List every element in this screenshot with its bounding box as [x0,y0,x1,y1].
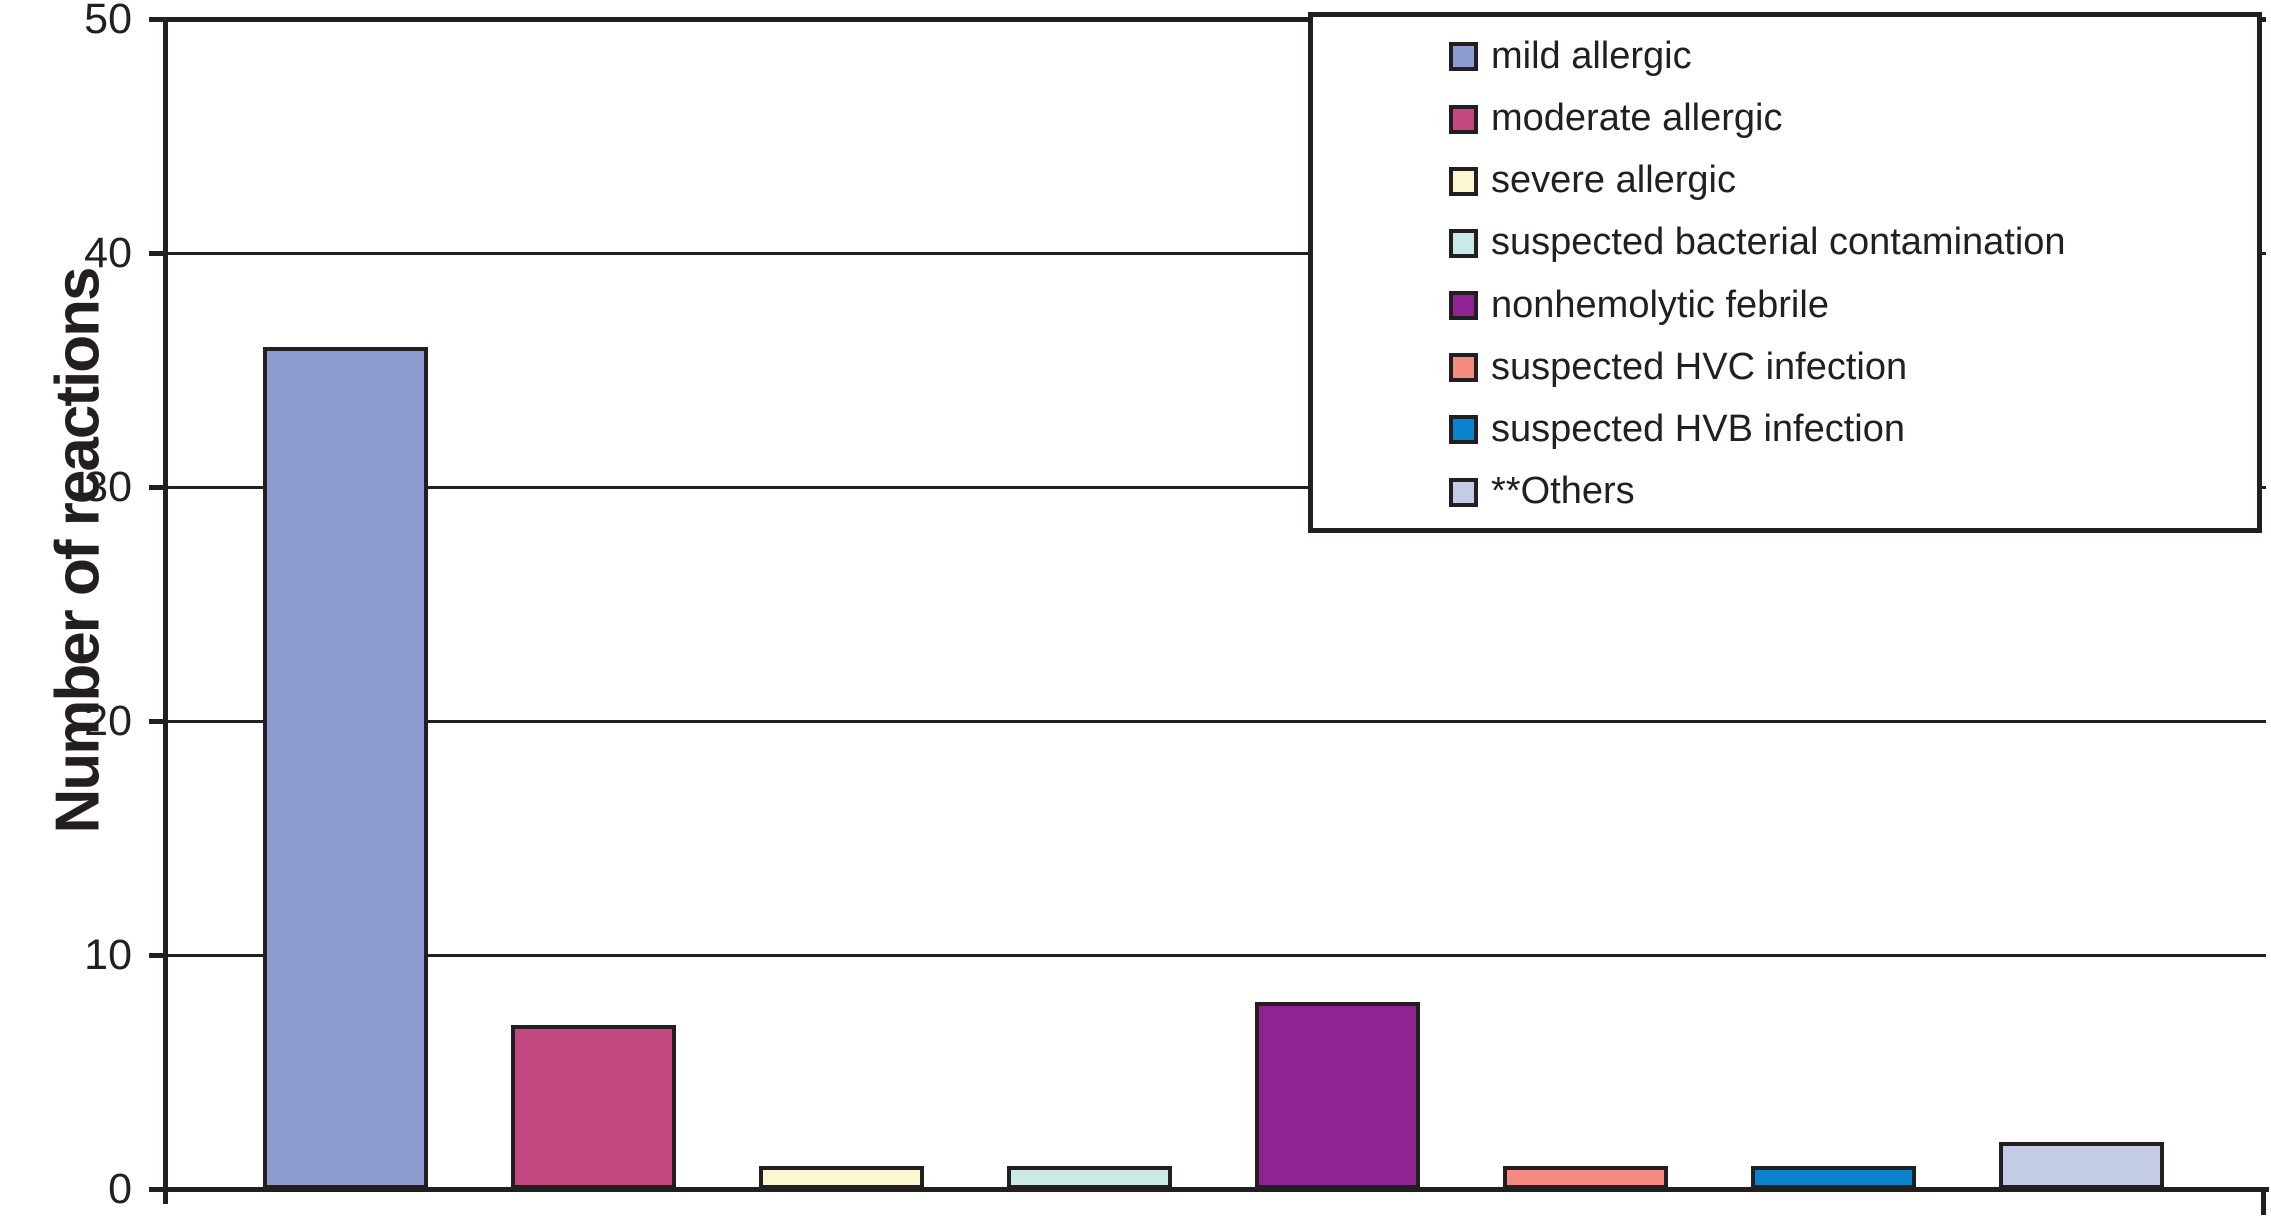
bar-severe-allergic [758,1165,924,1189]
bar-suspected-hvb-infection [1750,1165,1916,1189]
legend-item-moderate-allergic: moderate allergic [1449,97,2247,140]
legend-swatch-icon [1449,228,1478,258]
y-tick-0 [149,1186,165,1192]
y-tick-label-10: 10 [84,930,132,979]
x-axis-end-tick [2261,1186,2266,1215]
legend-swatch-icon [1449,477,1478,507]
legend-item-severe-allergic: severe allergic [1449,159,2247,202]
bar-suspected-hvc-infection [1502,1165,1668,1189]
legend-item-label: mild allergic [1491,35,1692,77]
legend-item-label: **Others [1491,470,1635,513]
gridline-y-20 [165,719,2266,723]
y-tick-10 [149,952,165,958]
legend-swatch-icon [1449,353,1478,383]
x-axis-line [162,1186,2269,1192]
legend-item-mild-allergic: mild allergic [1449,35,2247,77]
y-tick-40 [149,250,165,256]
legend-item-label: moderate allergic [1491,97,1783,140]
bar-others [1998,1142,2164,1189]
y-axis-line [162,19,168,1204]
legend-item-label: severe allergic [1491,159,1736,202]
legend-item-label: suspected bacterial contamination [1491,221,2066,264]
legend-item-suspected-hvc-infection: suspected HVC infection [1449,345,2247,388]
legend-swatch-icon [1449,291,1478,321]
y-tick-label-30: 30 [84,462,132,511]
y-tick-20 [149,718,165,724]
legend-item-suspected-bacterial-contamination: suspected bacterial contamination [1449,223,2247,263]
bar-mild-allergic [262,346,428,1189]
legend-item-label: nonhemolytic febrile [1491,283,1829,326]
y-tick-30 [149,484,165,490]
legend-item-others: **Others [1449,470,2247,513]
bar-nonhemolytic-febrile [1254,1001,1420,1189]
bar-moderate-allergic [510,1025,676,1189]
y-tick-label-0: 0 [108,1164,132,1213]
gridline-y-50 [165,16,2266,22]
legend-swatch-icon [1449,166,1478,196]
legend-swatch-icon [1449,42,1478,72]
legend-item-nonhemolytic-febrile: nonhemolytic febrile [1449,283,2247,326]
legend-swatch-icon [1449,415,1478,445]
y-axis-title: Number of reactions [43,268,113,834]
y-tick-label-20: 20 [84,696,132,745]
legend-box: mild allergic moderate allergic severe all… [1308,12,2262,533]
gridline-y-40 [165,251,2266,255]
y-tick-label-50: 50 [84,0,132,43]
y-tick-50 [149,16,165,22]
y-tick-label-40: 40 [84,228,132,277]
gridline-y-30 [165,485,2266,489]
gridline-y-10 [165,953,2266,957]
legend-item-suspected-hvb-infection: suspected HVB infection [1449,407,2247,450]
legend-swatch-icon [1449,104,1478,134]
bar-suspected-bacterial-contamination [1006,1165,1172,1189]
legend-item-label: suspected HVB infection [1491,407,1906,450]
legend-item-label: suspected HVC infection [1491,345,1908,388]
